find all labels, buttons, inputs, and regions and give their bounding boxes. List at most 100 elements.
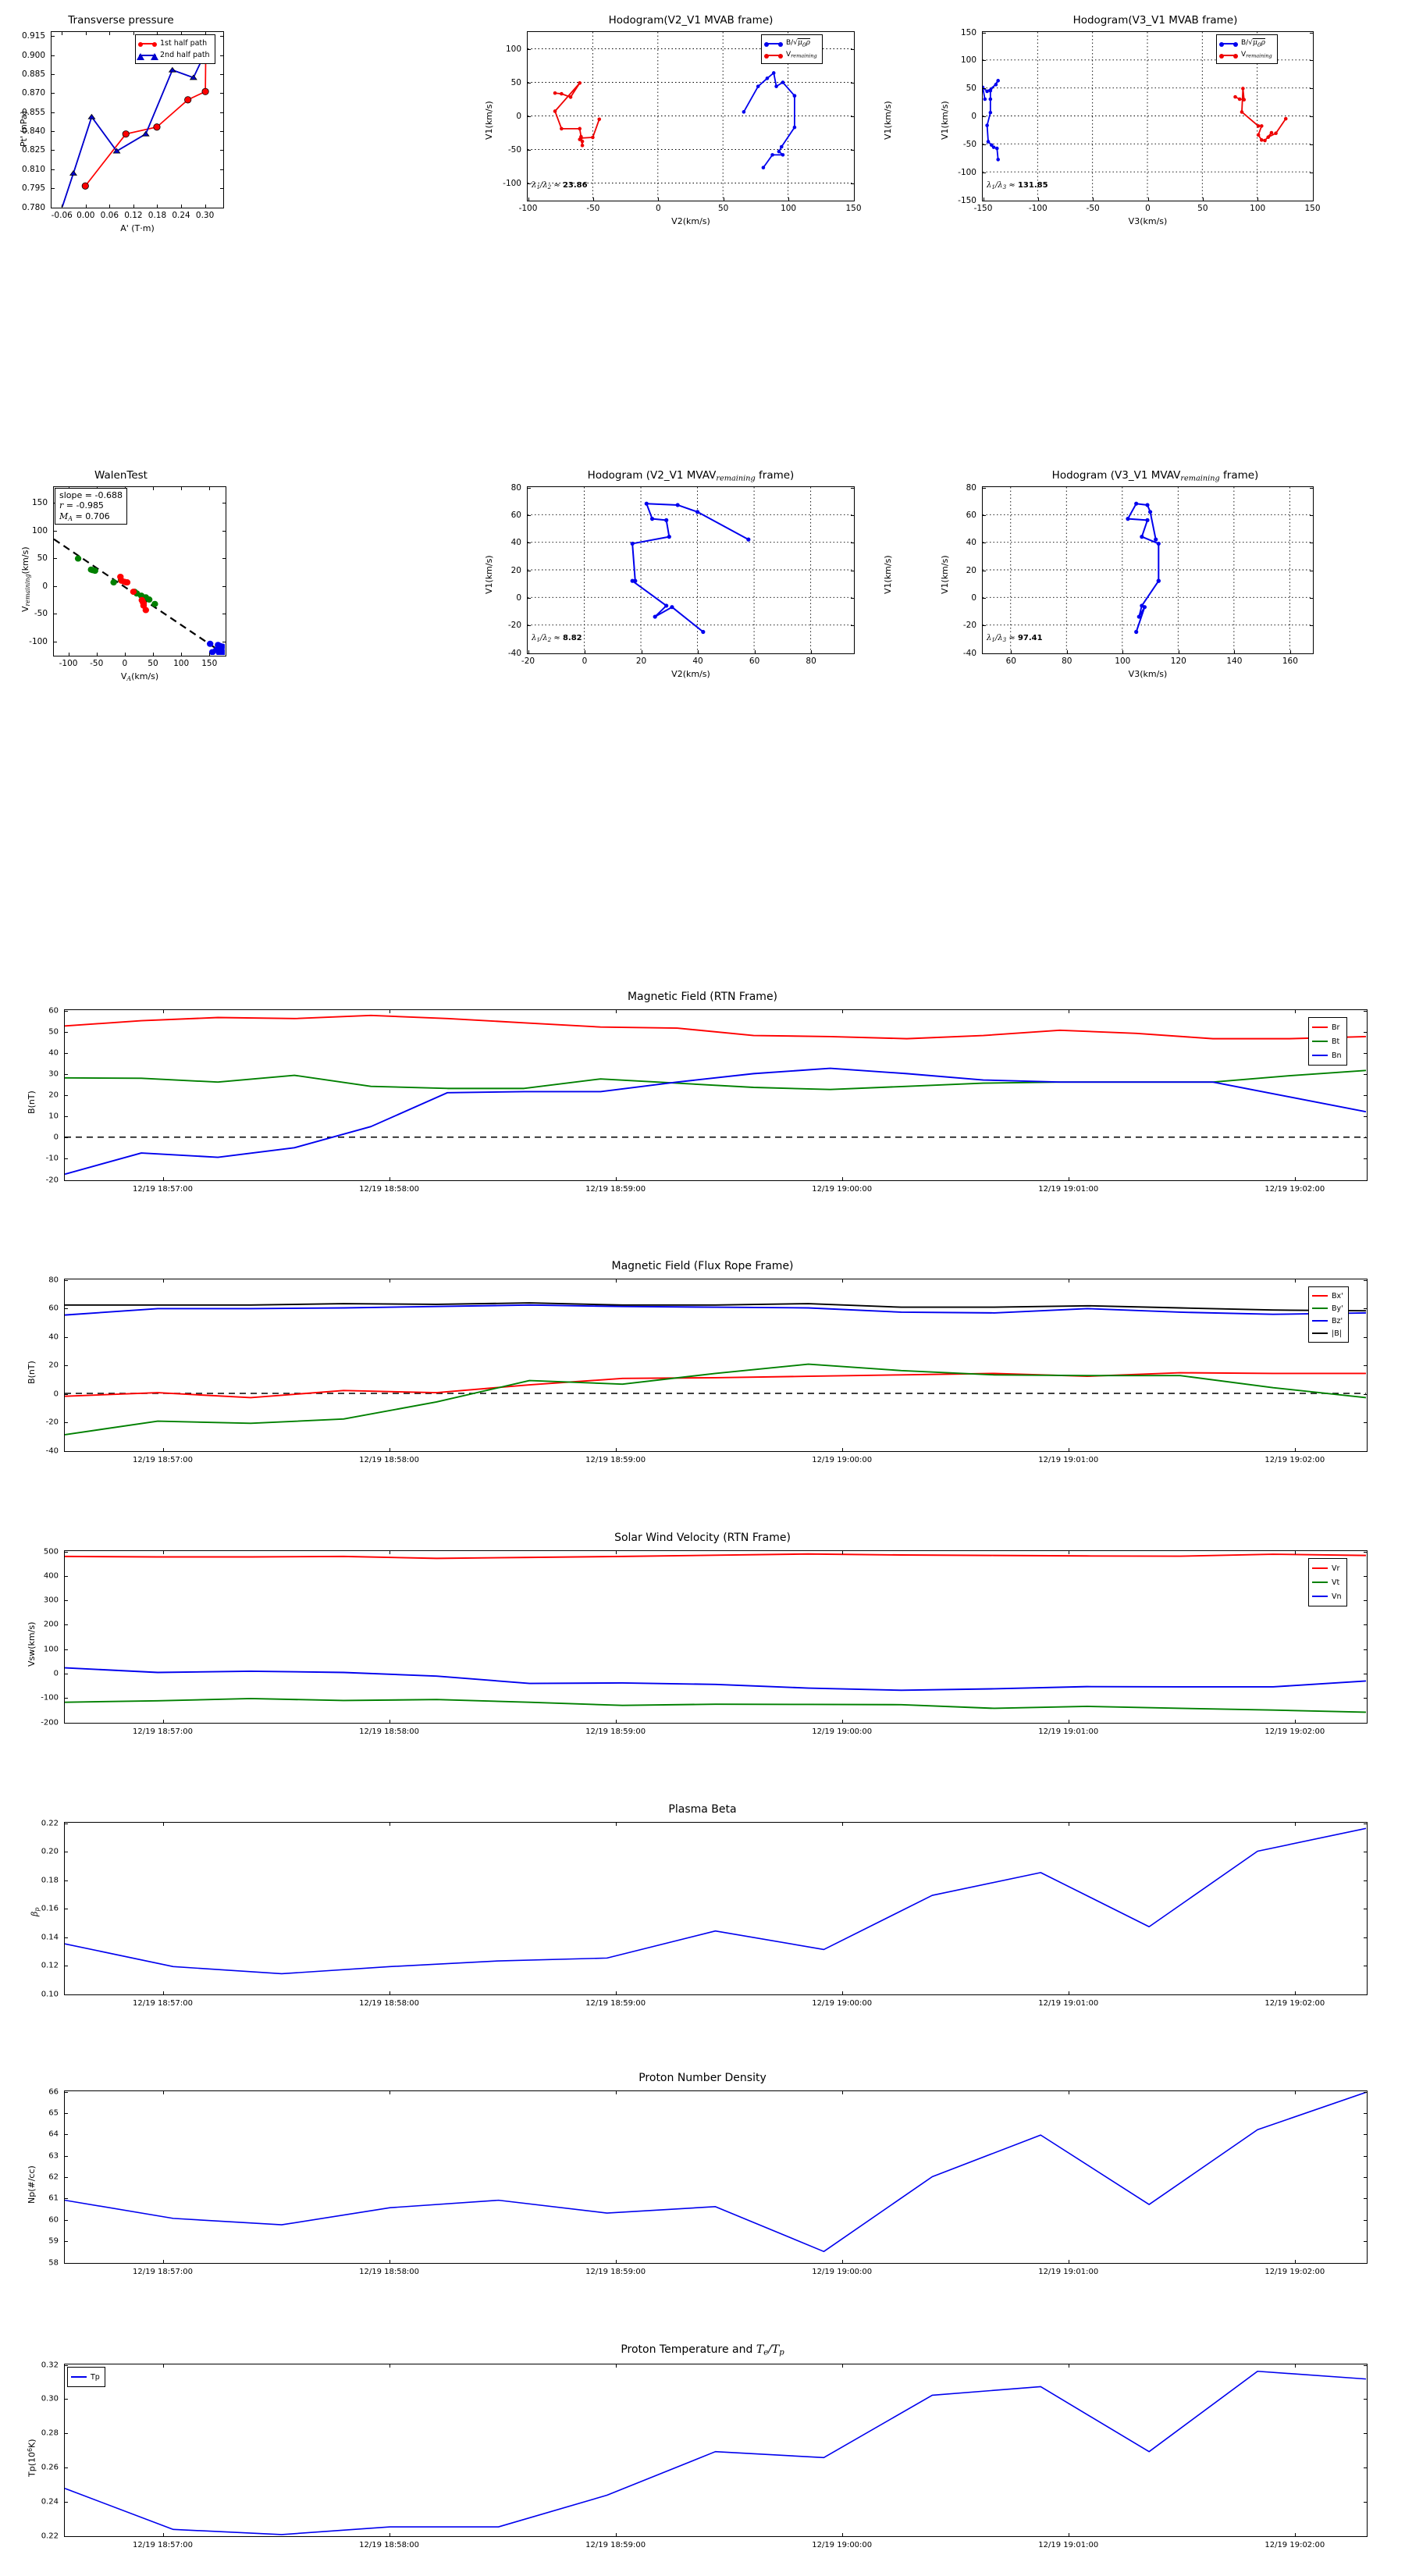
x-tick-top (615, 1279, 617, 1283)
y-tick (983, 487, 986, 489)
x-tick-label: 12/19 18:59:00 (585, 1456, 646, 1464)
panel-plasma_beta: Plasma Beta 0.10 0.12 0.14 0.16 0.18 0.20 0.22 1… (16, 1792, 1389, 2026)
lambda-annotation: λ1/λ2 ≈ 23.86 (532, 181, 588, 190)
legend-row: Tp (71, 2370, 100, 2384)
y-tick-right (1364, 1308, 1367, 1309)
legend-row: By' (1312, 1302, 1343, 1315)
y-tick (52, 131, 55, 133)
y-tick-right (1364, 1649, 1367, 1650)
y-tick-label: 40 (48, 1048, 59, 1058)
y-tick (528, 116, 531, 117)
plot-area (53, 486, 226, 656)
panel-title: Transverse pressure (68, 14, 174, 27)
y-tick-label: -20 (507, 621, 521, 631)
y-tick-label: 80 (966, 482, 976, 493)
y-tick-label: 500 (43, 1547, 59, 1556)
y-tick-label: 60 (966, 510, 976, 520)
y-tick (65, 1158, 68, 1160)
panel-proton_temperature: Proton Temperature and Te/Tp 0.22 0.24 0.26… (16, 2332, 1389, 2567)
x-tick (1312, 197, 1314, 201)
x-tick-top (841, 2091, 843, 2094)
y-tick (528, 49, 531, 50)
y-tick-label: 40 (966, 538, 976, 548)
legend-marker (138, 41, 143, 47)
y-tick (65, 1649, 68, 1650)
legend-row: |B| (1312, 1327, 1343, 1340)
y-tick-label: 0.28 (41, 2428, 59, 2438)
y-tick-right (1364, 2501, 1367, 2503)
panel-b_rtn: Magnetic Field (RTN Frame) -20 -10 0 10 20 30 4… (16, 980, 1389, 1214)
y-tick-right (1310, 625, 1313, 627)
y-tick-right (1310, 514, 1313, 516)
y-tick-label: 200 (43, 1620, 59, 1629)
y-tick-right (851, 514, 854, 516)
panel-hodogram_v2v1_mvab: Hodogram(V2_V1 MVAB frame) -100 -50 0 50 100 1… (461, 12, 921, 234)
y-tick (65, 2219, 68, 2221)
y-tick-right (851, 183, 854, 184)
y-tick (65, 1937, 68, 1938)
x-tick-label: 12/19 19:02:00 (1264, 1185, 1325, 1194)
x-axis-label: V3(km/s) (1128, 216, 1168, 226)
panel-title: Hodogram(V3_V1 MVAB frame) (1072, 14, 1238, 27)
y-tick-right (1364, 1551, 1367, 1553)
legend: Br Bt Bn (1308, 1017, 1347, 1066)
x-tick (615, 1991, 617, 1994)
y-tick-right (851, 83, 854, 84)
y-tick-right (1364, 1116, 1367, 1118)
legend-row: 2nd half path (137, 49, 210, 61)
x-tick (528, 650, 529, 653)
x-tick-label: 12/19 19:01:00 (1038, 2268, 1099, 2276)
y-axis-label: V1(km/s) (484, 554, 494, 594)
y-tick-label: 60 (48, 1006, 59, 1015)
y-tick-right (1364, 2155, 1367, 2157)
y-tick-right (1364, 1279, 1367, 1281)
x-tick-label: 12/19 19:01:00 (1038, 1727, 1099, 1736)
x-tick-label: 12/19 19:00:00 (812, 2541, 873, 2549)
y-axis-label: Pt' (nPa) (19, 110, 29, 147)
y-tick (65, 1137, 68, 1139)
x-tick-top (1294, 1279, 1296, 1283)
legend-line (1312, 1026, 1328, 1028)
y-tick-label: 0.32 (41, 2361, 59, 2369)
plot-area (64, 1279, 1368, 1452)
legend-label: By' (1332, 1304, 1343, 1313)
legend-label: |B| (1332, 1329, 1342, 1338)
y-tick-right (1364, 2177, 1367, 2178)
y-tick-label: 100 (960, 55, 976, 66)
x-tick-label: 80 (1062, 656, 1072, 666)
legend-line (137, 52, 158, 60)
x-tick (1122, 650, 1124, 653)
x-tick-label: 12/19 19:02:00 (1264, 1999, 1325, 2008)
y-tick-right (1364, 1137, 1367, 1139)
y-tick (983, 653, 986, 654)
y-tick (983, 625, 986, 627)
x-axis-label: V2(km/s) (671, 669, 710, 679)
legend-marker (764, 53, 769, 59)
y-tick-right (1310, 653, 1313, 654)
x-tick (615, 1720, 617, 1723)
x-tick (1093, 197, 1094, 201)
legend-row: Vn (1312, 1589, 1342, 1603)
y-tick-label: 66 (48, 2087, 59, 2096)
y-tick-right (220, 36, 223, 37)
x-tick-label: 12/19 19:02:00 (1264, 2268, 1325, 2276)
x-tick-label: 0.30 (195, 211, 215, 220)
plot-svg (54, 538, 225, 655)
x-tick-label: 12/19 19:01:00 (1038, 1185, 1099, 1194)
x-tick-label: 40 (692, 656, 703, 666)
x-tick-label: 50 (1197, 204, 1208, 213)
x-tick (389, 1177, 390, 1180)
x-tick (1257, 197, 1259, 201)
x-tick (698, 650, 699, 653)
legend-marker (1219, 53, 1224, 59)
y-axis-label-right: V1(km/s) (883, 554, 893, 594)
x-tick-top (1294, 1010, 1296, 1013)
legend-marker (1233, 41, 1238, 47)
x-tick-label: 0.06 (100, 211, 119, 220)
x-tick (209, 653, 211, 656)
y-tick-label: 63 (48, 2151, 59, 2161)
y-tick-right (1364, 1052, 1367, 1054)
legend-label: B/√μ0ρ (1241, 37, 1265, 48)
x-tick-label: 12/19 19:01:00 (1038, 1456, 1099, 1464)
panel-title: Hodogram (V2_V1 MVAVremaining frame) (587, 469, 795, 483)
